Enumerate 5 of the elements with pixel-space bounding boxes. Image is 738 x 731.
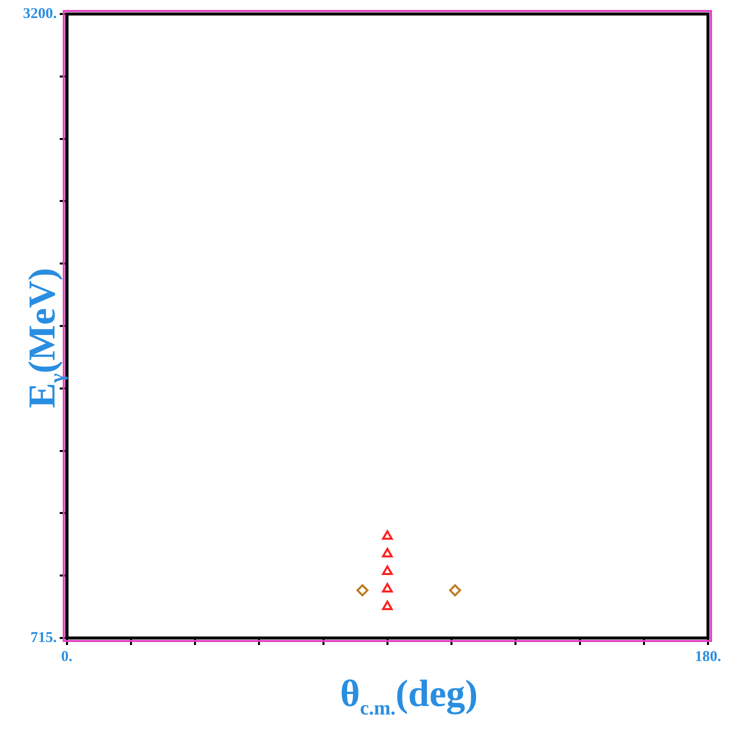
x-tick-label: 180.	[694, 648, 722, 665]
x-axis-title: θ$_{c.m.}$(deg)	[339, 672, 479, 721]
x-tick-label: 0.	[61, 648, 73, 665]
y-tick-label: 715.	[30, 630, 57, 646]
y-tick-label: 3200.	[23, 6, 57, 22]
